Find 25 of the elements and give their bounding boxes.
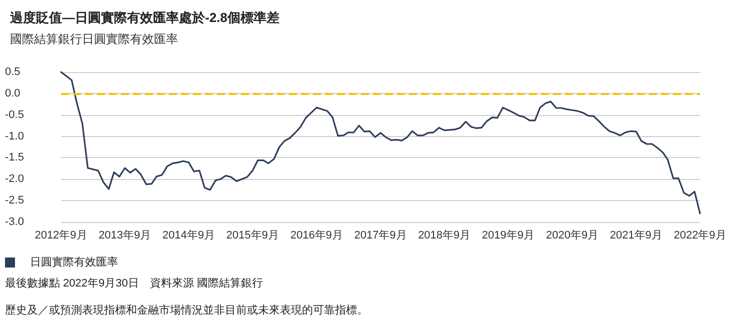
y-tick-label: -0.5 xyxy=(5,108,24,121)
x-tick-label: 2016年9月 xyxy=(290,230,343,242)
x-tick-label: 2012年9月 xyxy=(34,230,88,242)
chart-subtitle: 國際結算銀行日圓實際有效匯率 xyxy=(10,32,178,46)
x-tick-label: 2021年9月 xyxy=(610,230,662,242)
y-tick-label: -1.0 xyxy=(5,130,24,142)
y-tick-label: -3.0 xyxy=(5,216,24,228)
x-tick-label: 2022年9月 xyxy=(674,230,726,242)
x-tick-label: 2020年9月 xyxy=(546,230,599,242)
y-tick-label: 0.5 xyxy=(5,66,20,78)
x-tick-label: 2017年9月 xyxy=(354,230,407,242)
legend-label: 日圓實際有效匯率 xyxy=(30,256,118,268)
y-tick-label: -2.0 xyxy=(5,173,24,186)
y-tick-label: -2.5 xyxy=(5,194,24,207)
text: 最後數據點 2022年9月30日 資料來源 國際結算銀行 xyxy=(5,276,263,290)
x-tick-label: 2018年9月 xyxy=(418,230,471,242)
y-tick-label: 0.0 xyxy=(5,87,20,100)
x-tick-label: 2019年9月 xyxy=(482,230,535,242)
x-tick-label: 2013年9月 xyxy=(98,230,152,242)
x-tick-label: 2014年9月 xyxy=(162,230,216,242)
text: 歷史及／或預測表現指標和金融市場情況並非目前或未來表現的可靠指標。 xyxy=(5,304,368,316)
y-tick-label: -1.5 xyxy=(5,152,24,164)
x-tick-label: 2015年9月 xyxy=(226,230,279,242)
line-series xyxy=(60,71,701,214)
chart-title: 過度貶值—日圓實際有效匯率處於-2.8個標準差 xyxy=(9,10,280,25)
